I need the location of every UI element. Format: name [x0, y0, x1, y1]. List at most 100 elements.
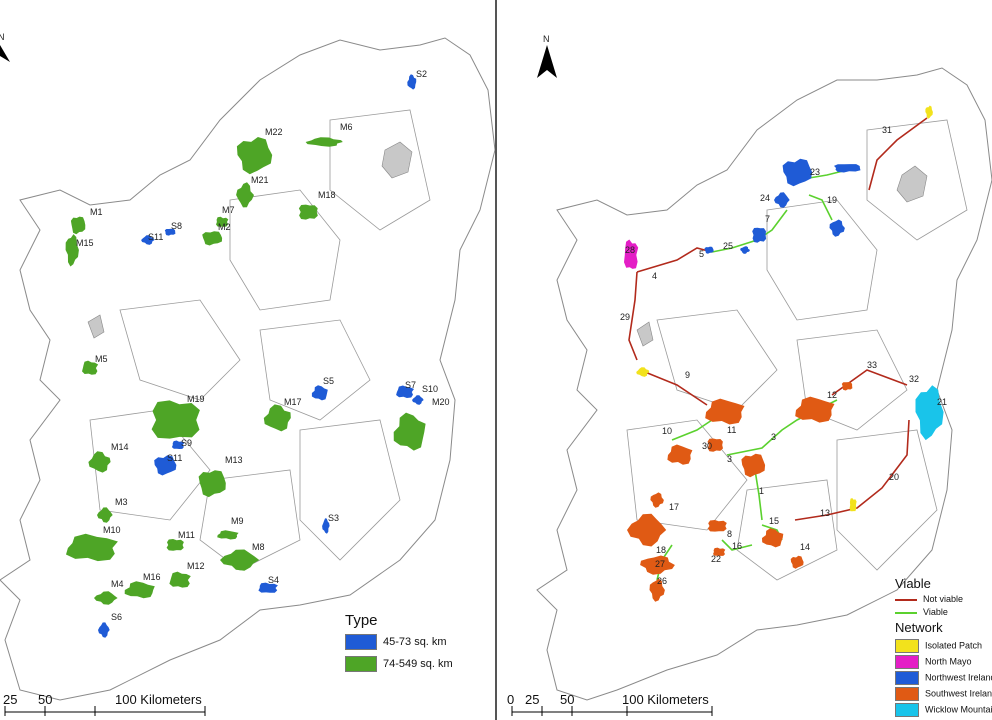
node-label-3: 3	[771, 432, 776, 442]
scale-bar	[511, 706, 713, 716]
network-patch-5	[752, 227, 767, 243]
legend-item-large: 74-549 sq. km	[345, 656, 453, 672]
patch-s2	[407, 74, 417, 90]
legend-item-northwest: Northwest Ireland	[895, 671, 992, 685]
node-label-22: 22	[711, 554, 721, 564]
patch-label-m5: M5	[95, 354, 108, 364]
node-label-21: 21	[937, 397, 947, 407]
network-patch-6	[704, 246, 714, 254]
lough-corrib	[636, 321, 654, 347]
patch-label-m7: M7	[222, 205, 235, 215]
north-arrow: N	[537, 34, 557, 78]
node-label-9: 9	[685, 370, 690, 380]
network-patch-11	[705, 398, 745, 425]
link-31	[868, 117, 928, 191]
link-29	[628, 271, 638, 361]
north-label: N	[0, 32, 5, 42]
legend-label-large: 74-549 sq. km	[383, 657, 453, 670]
node-label-14: 14	[800, 542, 810, 552]
network-patch-21	[713, 547, 726, 556]
network-patch-2	[782, 158, 813, 187]
legend-label-not-viable: Not viable	[923, 594, 964, 604]
node-label-23: 23	[810, 167, 820, 177]
node-label-4: 4	[652, 271, 657, 281]
scale-bar	[4, 706, 206, 716]
node-label-29: 29	[620, 312, 630, 322]
north-arrow-icon	[0, 45, 10, 62]
node-label-32: 32	[909, 374, 919, 384]
node-label-3: 3	[727, 454, 732, 464]
legend-item-not-viable: Not viable	[895, 594, 963, 604]
node-label-33: 33	[867, 360, 877, 370]
node-label-8: 8	[727, 529, 732, 539]
patch-label-m10: M10	[103, 525, 121, 535]
patch-label-m19: M19	[187, 394, 205, 404]
network-patch-14	[741, 453, 766, 478]
node-label-20: 20	[889, 472, 899, 482]
patch-m11	[166, 539, 184, 551]
patch-label-s10: S10	[422, 384, 438, 394]
network-patch-20	[762, 528, 784, 548]
node-label-24: 24	[760, 193, 770, 203]
patch-label-m11: M11	[178, 530, 195, 540]
patch-m5	[82, 360, 99, 375]
blue-swatch	[345, 634, 377, 650]
node-label-31: 31	[882, 125, 892, 135]
network-patch-12	[667, 444, 693, 465]
legend-item-southwest: Southwest Ireland	[895, 687, 992, 701]
patch-layer: M1 M15 S8 S11 M22 M6 M21 M7 M2 M18 S2 M5 M19 M14 S9 S11…	[65, 69, 450, 638]
patch-label-s11: S11	[167, 453, 182, 463]
patch-s8	[164, 228, 176, 236]
legend-item-isolated: Isolated Patch	[895, 639, 982, 653]
legend-label-northwest: Northwest Ireland	[925, 672, 992, 683]
node-label-25: 25	[723, 241, 733, 251]
network-patch-15	[795, 396, 835, 423]
node-label-19: 19	[827, 195, 837, 205]
patch-m15	[65, 234, 79, 267]
legend-label-viable: Viable	[923, 607, 948, 617]
patch-m2	[202, 231, 223, 246]
network-patch-16	[841, 382, 853, 391]
network-patch-10	[636, 367, 650, 377]
node-label-28: 28	[625, 245, 635, 255]
link-9	[644, 371, 708, 406]
lough-corrib	[87, 314, 105, 339]
ireland-outline	[536, 67, 992, 701]
magenta-swatch	[895, 655, 919, 669]
patch-s7	[396, 385, 414, 398]
legend-item-viable: Viable	[895, 607, 948, 617]
node-label-11: 11	[727, 425, 736, 435]
ireland-outline	[0, 37, 496, 701]
node-label-10: 10	[662, 426, 672, 436]
link-19	[808, 194, 833, 221]
patch-s5	[311, 385, 328, 401]
network-patch-17	[650, 492, 664, 508]
patch-m21	[236, 182, 254, 208]
patch-label-m1: M1	[90, 207, 103, 217]
network-patch-18	[627, 513, 667, 547]
patch-label-m22: M22	[265, 127, 283, 137]
network-patch-4	[774, 192, 790, 208]
legend-label-wicklow: Wicklow Mountains	[925, 704, 992, 715]
patch-label-m21: M21	[251, 175, 269, 185]
node-label-5: 5	[699, 249, 704, 259]
patch-label-m18: M18	[318, 190, 336, 200]
panel-divider	[495, 0, 498, 720]
link-layer	[628, 117, 928, 581]
patch-s9	[171, 440, 185, 449]
patch-m18	[298, 204, 318, 220]
network-patch-7	[740, 246, 750, 254]
node-label-1: 1	[759, 486, 764, 496]
legend-item-small: 45-73 sq. km	[345, 634, 447, 650]
network-patch-26	[849, 498, 857, 512]
legend-item-wicklow: Wicklow Mountains	[895, 703, 992, 717]
scale-label-50: 50	[560, 692, 575, 707]
node-label-12: 12	[827, 390, 837, 400]
patch-s4	[258, 582, 278, 593]
patch-m8	[220, 549, 260, 571]
scale-label-25: 25	[525, 692, 540, 707]
scale-label-0: 0	[507, 692, 515, 707]
north-arrow: N	[0, 32, 10, 62]
patch-label-s6: S6	[111, 612, 122, 622]
